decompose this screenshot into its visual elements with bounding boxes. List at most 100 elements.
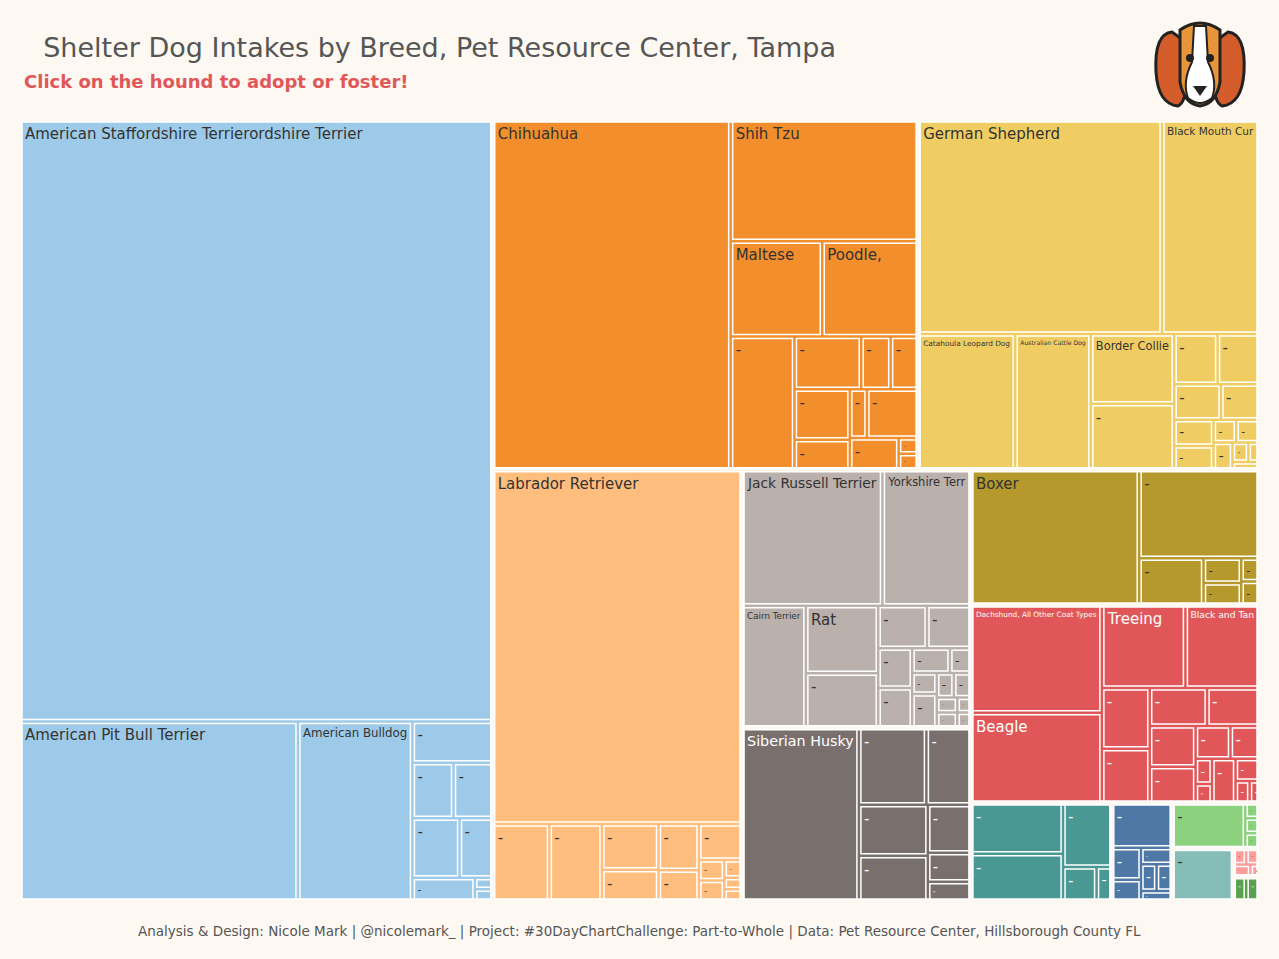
svg-text:-: - — [959, 678, 963, 692]
svg-text:-: - — [1237, 464, 1238, 468]
svg-text:German Shepherd: German Shepherd — [923, 125, 1060, 143]
svg-text:-: - — [883, 653, 888, 671]
svg-text:Catahoula Leopard Dog: Catahoula Leopard Dog — [923, 339, 1010, 348]
svg-text:-: - — [729, 895, 730, 896]
svg-text:-: - — [498, 829, 503, 847]
svg-text:-: - — [704, 829, 709, 847]
svg-text:-: - — [1223, 339, 1228, 357]
svg-text:-: - — [1117, 884, 1120, 895]
svg-text:-: - — [1235, 731, 1240, 749]
svg-text:Boxer: Boxer — [976, 475, 1020, 493]
svg-text:-: - — [955, 654, 959, 668]
svg-text:-: - — [417, 823, 422, 841]
svg-text:-: - — [1117, 853, 1122, 871]
svg-text:Dachshund, All Other Coat Type: Dachshund, All Other Coat Types — [976, 610, 1097, 619]
svg-text:-: - — [480, 883, 481, 884]
svg-text:-: - — [1251, 853, 1253, 859]
svg-text:-: - — [1238, 853, 1240, 859]
svg-text:-: - — [1096, 409, 1101, 427]
svg-text:-: - — [1246, 587, 1250, 600]
svg-text:-: - — [1201, 789, 1204, 798]
svg-text:-: - — [1177, 853, 1182, 871]
svg-text:-: - — [1217, 764, 1222, 782]
svg-text:-: - — [917, 699, 922, 717]
svg-text:Beagle: Beagle — [976, 718, 1028, 736]
svg-text:-: - — [1246, 564, 1250, 577]
svg-text:-: - — [1107, 693, 1112, 711]
svg-text:-: - — [1218, 425, 1222, 438]
svg-text:Shih Tzu: Shih Tzu — [736, 125, 800, 143]
svg-text:-: - — [933, 810, 938, 828]
svg-text:-: - — [664, 829, 669, 847]
svg-text:-: - — [931, 733, 936, 751]
svg-text:-: - — [1250, 808, 1252, 813]
svg-text:-: - — [917, 678, 920, 689]
svg-text:-: - — [904, 443, 906, 449]
svg-text:-: - — [872, 394, 877, 412]
svg-text:Jack Russell Terrier: Jack Russell Terrier — [747, 475, 877, 491]
svg-text:-: - — [1253, 447, 1254, 449]
svg-text:-: - — [883, 693, 888, 711]
svg-text:-: - — [704, 865, 707, 875]
svg-text:-: - — [1102, 872, 1107, 888]
svg-text:-: - — [1218, 448, 1223, 464]
svg-text:-: - — [933, 887, 936, 896]
svg-text:-: - — [932, 611, 937, 629]
svg-text:American Staffordshire Terrier: American Staffordshire Terrierordshire T… — [25, 125, 363, 143]
svg-text:-: - — [1144, 475, 1149, 493]
svg-text:-: - — [1179, 451, 1183, 465]
svg-text:-: - — [1241, 425, 1245, 438]
svg-text:-: - — [1155, 731, 1160, 749]
svg-text:-: - — [417, 883, 421, 896]
svg-text:Labrador Retriever: Labrador Retriever — [498, 475, 640, 493]
svg-text:-: - — [1255, 783, 1260, 801]
svg-text:-: - — [855, 394, 860, 412]
svg-text:Border Collie: Border Collie — [1096, 339, 1169, 353]
svg-text:Poodle,: Poodle, — [827, 246, 882, 264]
svg-text:-: - — [1201, 731, 1206, 749]
svg-text:-: - — [1155, 693, 1160, 711]
svg-text:-: - — [799, 445, 804, 463]
svg-text:-: - — [704, 886, 707, 896]
svg-text:Black and Tan: Black and Tan — [1190, 609, 1254, 620]
svg-text:Analysis & Design: Nicole Mark: Analysis & Design: Nicole Mark | @nicole… — [138, 923, 1141, 940]
svg-text:Chihuahua: Chihuahua — [498, 125, 579, 143]
svg-text:-: - — [933, 858, 938, 876]
svg-text:Australian Cattle Dog: Australian Cattle Dog — [1020, 339, 1086, 347]
svg-text:-: - — [1250, 823, 1252, 828]
svg-text:-: - — [917, 654, 921, 668]
svg-text:-: - — [1117, 808, 1122, 826]
svg-text:-: - — [729, 883, 730, 884]
svg-text:-: - — [799, 394, 804, 412]
svg-text:-: - — [554, 829, 559, 847]
svg-text:-: - — [799, 341, 804, 359]
svg-text:-: - — [1146, 853, 1148, 859]
svg-text:-: - — [866, 341, 871, 359]
svg-text:-: - — [1179, 389, 1184, 407]
svg-text:-: - — [1107, 754, 1112, 772]
svg-text:-: - — [864, 861, 869, 879]
svg-text:-: - — [1146, 869, 1151, 885]
svg-text:-: - — [736, 341, 741, 359]
svg-text:-: - — [1068, 872, 1073, 890]
svg-text:-: - — [1201, 764, 1206, 779]
svg-text:Shelter Dog Intakes by Breed,: Shelter Dog Intakes by Breed, Pet Resour… — [43, 32, 836, 63]
svg-text:-: - — [896, 341, 901, 359]
svg-text:Siberian Husky: Siberian Husky — [747, 733, 854, 749]
svg-text:-: - — [942, 702, 944, 707]
svg-text:-: - — [1238, 869, 1239, 871]
svg-text:-: - — [962, 702, 964, 707]
svg-text:-: - — [855, 443, 860, 461]
svg-text:-: - — [607, 875, 612, 893]
svg-text:-: - — [942, 718, 944, 723]
svg-text:-: - — [1209, 588, 1213, 599]
svg-text:-: - — [864, 733, 869, 751]
svg-text:-: - — [664, 875, 669, 893]
svg-text:-: - — [1212, 693, 1217, 711]
svg-text:-: - — [1179, 339, 1184, 357]
svg-text:-: - — [417, 768, 422, 786]
svg-text:Treeing: Treeing — [1107, 610, 1162, 628]
svg-text:-: - — [1209, 564, 1213, 578]
svg-text:-: - — [480, 895, 481, 896]
svg-text:-: - — [1179, 424, 1184, 440]
